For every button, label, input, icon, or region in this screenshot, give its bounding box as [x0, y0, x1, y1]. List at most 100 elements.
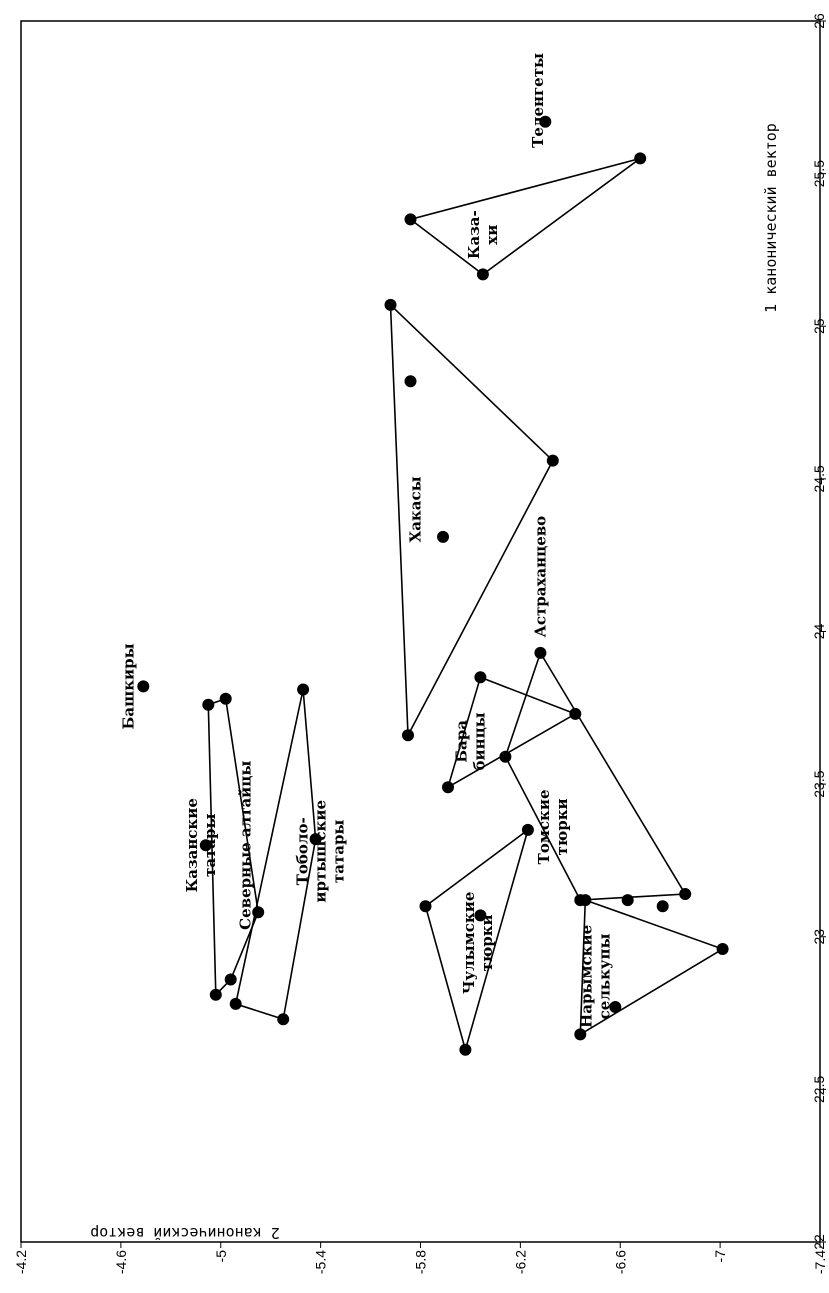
group-label-line: бинцы	[470, 712, 488, 770]
data-point	[384, 298, 397, 311]
group-labels-layer: Теленгеты Каза-хи Хакасы Астраханцево Башкир…	[119, 53, 613, 1028]
group-hull-polygon	[504, 651, 687, 901]
x-axis-title: 1 канонический вектор	[762, 123, 780, 313]
data-point	[219, 692, 232, 705]
x-tick-label: 26	[811, 13, 827, 29]
group-label-line: Башкиры	[119, 643, 137, 729]
data-point	[609, 1001, 622, 1013]
group-label: Астраханцево	[531, 516, 549, 638]
x-tick-label: 23	[811, 929, 827, 945]
group-label-line: селькупы	[595, 933, 613, 1019]
data-point	[252, 906, 265, 919]
group-label-line: Тоболо-	[294, 817, 312, 885]
y-tick-label: -7.4	[812, 1250, 828, 1274]
data-point	[442, 781, 454, 794]
group-label-line: Нарымские	[577, 925, 595, 1028]
group-label-line: Томские	[535, 789, 553, 864]
y-tick-label: -4.6	[113, 1250, 129, 1274]
data-point	[402, 729, 414, 742]
data-point	[474, 671, 487, 684]
group-label-line: Бара	[452, 720, 470, 763]
x-tick-label: 22	[811, 1234, 827, 1250]
data-point	[534, 646, 547, 659]
data-point	[209, 988, 222, 1001]
points-layer	[137, 115, 729, 1056]
data-point	[404, 213, 417, 226]
data-point	[229, 997, 242, 1010]
data-point	[437, 530, 449, 543]
plot-frame	[20, 20, 821, 1243]
y-tick-label: -6.2	[512, 1250, 528, 1274]
group-label: Северные алтайцы	[237, 761, 255, 930]
x-tick-label: 23.5	[811, 770, 827, 797]
data-point	[476, 268, 489, 281]
group-label: Теленгеты	[529, 53, 547, 148]
group-label: Барабинцы	[452, 712, 488, 770]
group-label-line: Северные алтайцы	[237, 761, 255, 930]
group-label: Хакасы	[407, 476, 425, 542]
x-tick-label: 25.5	[811, 160, 827, 187]
group-label: Казанскиетатары	[183, 798, 219, 892]
group-hull-polygon	[424, 827, 530, 1053]
x-tick-label: 25	[811, 318, 827, 334]
data-point	[404, 375, 417, 388]
group-label: Томскиетюрки	[535, 789, 571, 864]
group-hull-polygon	[389, 302, 554, 739]
data-point	[539, 115, 552, 128]
y-tick-label: -6.6	[612, 1250, 628, 1274]
tick-labels-layer: 22 22.5 23 23.5 24 24.5 25 25.5 26 -4.2 -4.6 -5 -5.4…	[13, 13, 828, 1274]
group-label-line: татары	[201, 813, 219, 877]
x-tick-label: 24	[811, 624, 827, 640]
x-tick-label: 24.5	[811, 465, 827, 492]
data-point	[224, 973, 237, 986]
data-point	[634, 152, 647, 165]
data-point	[679, 888, 692, 900]
group-label-line: тюрки	[553, 798, 571, 855]
data-point	[656, 900, 669, 913]
x-tick-label: 22.5	[811, 1076, 827, 1103]
group-hull-polygon	[579, 898, 725, 1036]
data-point	[419, 900, 432, 913]
group-label: Чулымскиетюрки	[460, 892, 496, 995]
data-point	[574, 1028, 587, 1041]
group-label-line: Теленгеты	[529, 53, 547, 148]
group-label-line: Каза-	[465, 210, 483, 259]
data-point	[569, 707, 582, 720]
group-label: Башкиры	[119, 643, 137, 729]
group-label: Тоболо-иртышскиетатары	[294, 800, 348, 903]
data-point	[137, 680, 150, 693]
data-point	[297, 683, 310, 696]
data-point	[459, 1043, 472, 1056]
group-hull-polygon	[446, 676, 578, 789]
data-point	[521, 823, 534, 836]
data-point	[202, 698, 215, 711]
y-axis-title: 2 канонический вектор	[90, 1224, 280, 1242]
data-point	[716, 943, 729, 955]
group-label-line: Астраханцево	[531, 516, 549, 638]
y-tick-label: -5.4	[313, 1250, 329, 1274]
data-point	[499, 750, 512, 763]
y-tick-label: -4.2	[13, 1250, 29, 1274]
group-label: Каза-хи	[465, 210, 501, 259]
data-point	[277, 1013, 290, 1026]
y-tick-label: -7	[712, 1250, 728, 1263]
data-point	[579, 894, 592, 907]
data-point	[546, 454, 559, 467]
group-label-line: татары	[330, 820, 348, 884]
y-tick-label: -5	[213, 1250, 229, 1263]
ticks-layer	[20, 20, 826, 1248]
y-tick-label: -5.8	[413, 1250, 429, 1274]
data-point	[199, 839, 212, 852]
group-hull-polygon	[408, 157, 641, 276]
group-label-line: Чулымские	[460, 892, 478, 995]
group-label-line: хи	[483, 225, 501, 245]
group-label-line: иртышские	[312, 800, 330, 903]
data-point	[474, 909, 487, 922]
group-label: Нарымскиеселькупы	[577, 925, 613, 1028]
group-label-line: тюрки	[478, 914, 496, 971]
group-label-line: Хакасы	[407, 476, 425, 542]
data-point	[621, 894, 634, 907]
group-label-line: Казанские	[183, 798, 201, 892]
data-point	[309, 833, 322, 846]
